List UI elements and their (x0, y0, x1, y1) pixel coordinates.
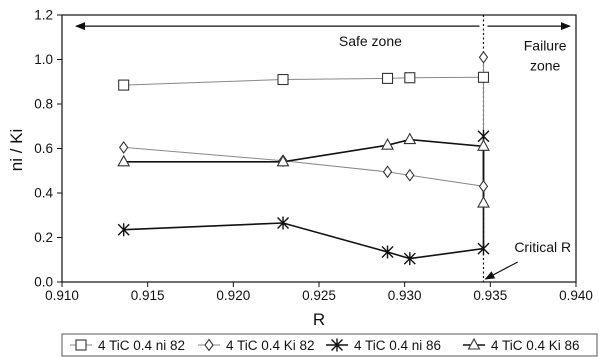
series-markers (117, 50, 490, 266)
legend-marker-1 (75, 339, 87, 351)
legend-marker-4 (467, 337, 481, 350)
critical-r-arrow (484, 261, 519, 280)
y-axis-title: ni / Ki (7, 129, 26, 172)
y-tick-label: 1.2 (34, 8, 53, 23)
series-4-point (381, 138, 394, 150)
x-tick-label: 0.910 (45, 288, 79, 303)
legend-marker-3 (331, 338, 343, 352)
y-tick-label: 0.0 (34, 275, 53, 290)
series-4-point (477, 139, 490, 151)
series-3-point (381, 245, 394, 259)
x-tick-label: 0.935 (473, 288, 507, 303)
series-1-point (277, 73, 289, 86)
annotations: Safe zone Failure zone Critical R (75, 15, 571, 282)
series-4-point (276, 154, 290, 167)
series-2-point (382, 165, 393, 179)
legend-label-3: 4 TiC 0.4 ni 86 (354, 338, 441, 353)
failure-zone-label-line2: zone (530, 58, 561, 74)
series-2-point (478, 179, 489, 193)
critical-r-label: Critical R (514, 239, 571, 255)
x-tick-label: 0.925 (302, 288, 336, 303)
series-line-2 (123, 57, 484, 187)
series-line-1 (123, 76, 484, 86)
x-tick-label: 0.940 (559, 288, 593, 303)
series-lines (123, 57, 485, 260)
series-1-point (118, 79, 130, 91)
y-tick-label: 0.4 (34, 186, 53, 201)
x-tick-label: 0.930 (388, 288, 422, 303)
series-2-point (118, 140, 129, 154)
series-2-point (405, 168, 415, 182)
x-tick-label: 0.920 (216, 288, 250, 303)
series-3-point (277, 216, 290, 230)
series-2-point (478, 50, 489, 64)
legend-label-1: 4 TiC 0.4 ni 82 (98, 338, 185, 353)
series-1-point (404, 72, 416, 84)
safe-zone-label: Safe zone (339, 33, 402, 49)
series-3-point (117, 223, 130, 237)
series-1-point (381, 72, 394, 84)
series-line-3 (123, 136, 485, 260)
series-3-point (477, 242, 490, 256)
legend-marker-2 (204, 338, 214, 352)
legend-label-2: 4 TiC 0.4 Ki 82 (226, 338, 315, 353)
series-4-point (117, 154, 131, 167)
series-4-point (477, 195, 490, 208)
series-4-point (403, 132, 417, 145)
y-tick-label: 0.8 (34, 97, 53, 112)
series-line-4 (123, 138, 485, 203)
legend-label-4: 4 TiC 0.4 Ki 86 (491, 338, 580, 353)
series-3-point (403, 252, 416, 266)
y-tick-label: 1.0 (34, 52, 53, 67)
y-tick-label: 0.2 (34, 230, 53, 245)
series-1-point (477, 71, 490, 83)
axis-ticks: 0.910 0.915 0.920 0.925 0.930 0.935 0.940 0.0 0.… (34, 8, 593, 304)
legend: 4 TiC 0.4 ni 82 4 TiC 0.4 Ki 82 4 TiC 0.4 … (61, 333, 598, 357)
x-axis-title: R (313, 310, 325, 329)
y-tick-label: 0.6 (34, 141, 53, 156)
x-tick-label: 0.915 (131, 288, 165, 303)
failure-zone-label-line1: Failure (524, 38, 567, 54)
